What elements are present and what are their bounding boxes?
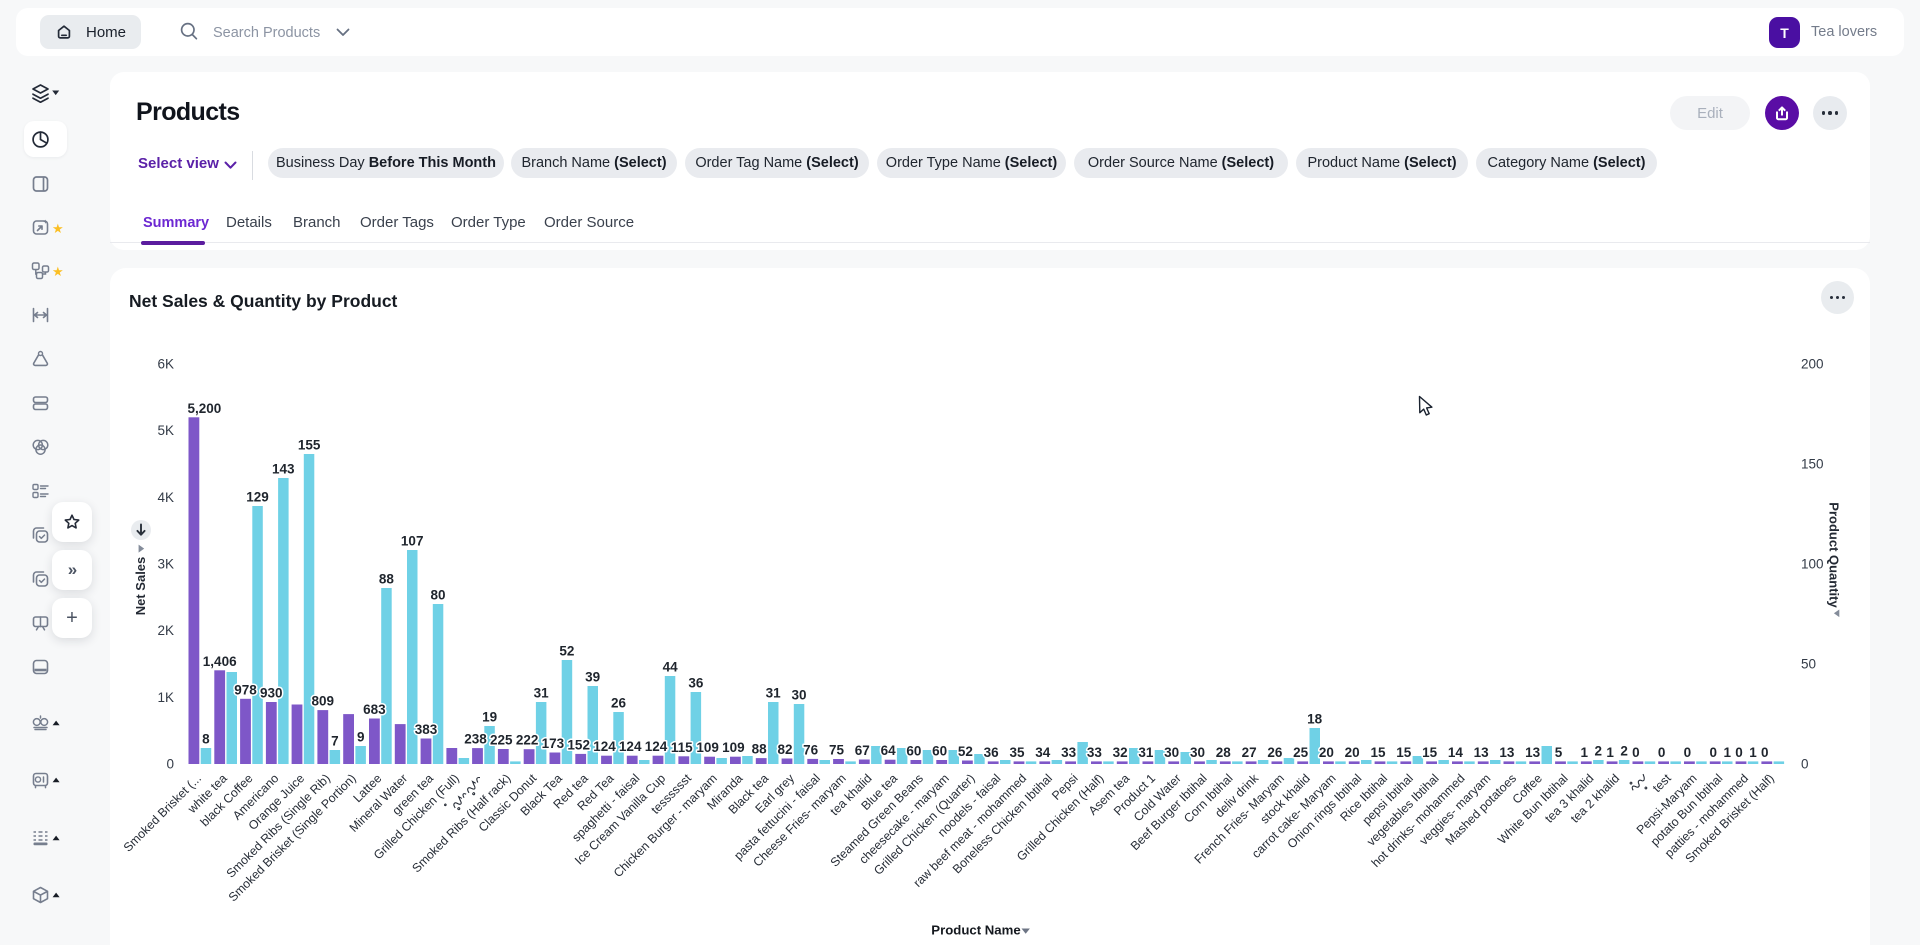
svg-text:36: 36 bbox=[984, 745, 1000, 760]
svg-text:35: 35 bbox=[1009, 745, 1025, 760]
svg-text:107: 107 bbox=[401, 534, 424, 549]
svg-text:155: 155 bbox=[298, 438, 321, 453]
svg-text:0: 0 bbox=[166, 757, 174, 772]
svg-text:2: 2 bbox=[1620, 744, 1628, 759]
svg-text:14: 14 bbox=[1448, 745, 1464, 760]
svg-text:15: 15 bbox=[1370, 745, 1386, 760]
svg-text:143: 143 bbox=[272, 462, 295, 477]
svg-text:1: 1 bbox=[1606, 745, 1614, 760]
svg-text:4K: 4K bbox=[157, 490, 174, 505]
svg-text:5K: 5K bbox=[157, 423, 174, 438]
svg-text:31: 31 bbox=[1138, 745, 1154, 760]
svg-text:9: 9 bbox=[357, 730, 365, 745]
svg-text:32: 32 bbox=[1113, 745, 1128, 760]
svg-text:124: 124 bbox=[645, 739, 668, 754]
svg-text:26: 26 bbox=[611, 696, 627, 711]
svg-text:20: 20 bbox=[1345, 745, 1360, 760]
svg-text:28: 28 bbox=[1216, 745, 1232, 760]
svg-text:930: 930 bbox=[260, 686, 283, 701]
svg-text:7: 7 bbox=[331, 734, 339, 749]
svg-text:0: 0 bbox=[1709, 745, 1717, 760]
svg-text:52: 52 bbox=[559, 644, 574, 659]
svg-text:152: 152 bbox=[567, 737, 590, 752]
svg-text:2: 2 bbox=[1595, 744, 1603, 759]
svg-text:31: 31 bbox=[534, 686, 550, 701]
svg-text:76: 76 bbox=[803, 742, 819, 757]
svg-text:5: 5 bbox=[1555, 745, 1563, 760]
svg-text:27: 27 bbox=[1242, 745, 1257, 760]
svg-text:88: 88 bbox=[379, 572, 395, 587]
svg-text:60: 60 bbox=[906, 744, 921, 759]
svg-text:8: 8 bbox=[202, 732, 210, 747]
svg-text:Product Name: Product Name bbox=[931, 923, 1020, 938]
svg-text:129: 129 bbox=[246, 490, 269, 505]
svg-text:15: 15 bbox=[1422, 745, 1438, 760]
svg-text:52: 52 bbox=[958, 744, 973, 759]
svg-text:109: 109 bbox=[722, 740, 745, 755]
svg-text:60: 60 bbox=[932, 744, 947, 759]
svg-text:0: 0 bbox=[1801, 757, 1809, 772]
svg-text:36: 36 bbox=[688, 676, 704, 691]
svg-text:124: 124 bbox=[593, 739, 616, 754]
svg-text:13: 13 bbox=[1474, 745, 1490, 760]
svg-text:809: 809 bbox=[312, 694, 335, 709]
svg-text:15: 15 bbox=[1396, 745, 1412, 760]
svg-text:0: 0 bbox=[1761, 745, 1769, 760]
svg-text:1,406: 1,406 bbox=[203, 654, 237, 669]
svg-text:30: 30 bbox=[1190, 745, 1205, 760]
svg-text:30: 30 bbox=[791, 688, 806, 703]
svg-text:683: 683 bbox=[363, 702, 386, 717]
svg-text:1: 1 bbox=[1581, 745, 1589, 760]
svg-text:3K: 3K bbox=[157, 557, 174, 572]
svg-text:80: 80 bbox=[430, 588, 445, 603]
svg-text:33: 33 bbox=[1061, 745, 1077, 760]
svg-text:1K: 1K bbox=[157, 690, 174, 705]
svg-text:150: 150 bbox=[1801, 457, 1824, 472]
svg-text:0: 0 bbox=[1684, 745, 1692, 760]
svg-text:64: 64 bbox=[881, 743, 897, 758]
svg-text:18: 18 bbox=[1307, 712, 1323, 727]
svg-text:0: 0 bbox=[1632, 745, 1640, 760]
svg-text:0: 0 bbox=[1658, 745, 1666, 760]
svg-text:39: 39 bbox=[585, 670, 600, 685]
svg-text:200: 200 bbox=[1801, 357, 1824, 372]
svg-text:6K: 6K bbox=[157, 357, 174, 372]
svg-text:238: 238 bbox=[464, 732, 487, 747]
svg-text:31: 31 bbox=[766, 686, 782, 701]
svg-text:19: 19 bbox=[482, 710, 497, 725]
svg-text:383: 383 bbox=[415, 722, 438, 737]
svg-text:Net Sales: Net Sales bbox=[133, 557, 148, 616]
svg-text:225: 225 bbox=[490, 733, 513, 748]
svg-text:173: 173 bbox=[542, 736, 565, 751]
svg-text:44: 44 bbox=[663, 660, 679, 675]
svg-text:1: 1 bbox=[1724, 745, 1732, 760]
svg-text:978: 978 bbox=[234, 682, 257, 697]
svg-text:13: 13 bbox=[1499, 745, 1515, 760]
svg-text:5,200: 5,200 bbox=[188, 401, 222, 416]
svg-text:82: 82 bbox=[777, 742, 792, 757]
svg-text:124: 124 bbox=[619, 739, 642, 754]
svg-text:2K: 2K bbox=[157, 623, 174, 638]
svg-text:13: 13 bbox=[1525, 745, 1541, 760]
svg-text:109: 109 bbox=[696, 740, 719, 755]
svg-text:Product Quantity: Product Quantity bbox=[1827, 502, 1842, 608]
svg-text:0: 0 bbox=[1735, 745, 1743, 760]
svg-text:30: 30 bbox=[1164, 745, 1179, 760]
svg-text:100: 100 bbox=[1801, 557, 1824, 572]
svg-text:1: 1 bbox=[1749, 745, 1757, 760]
svg-text:20: 20 bbox=[1319, 745, 1334, 760]
svg-text:25: 25 bbox=[1293, 745, 1309, 760]
svg-text:222: 222 bbox=[516, 733, 539, 748]
svg-text:115: 115 bbox=[671, 740, 693, 755]
svg-text:88: 88 bbox=[752, 742, 768, 757]
svg-text:34: 34 bbox=[1035, 745, 1051, 760]
svg-text:50: 50 bbox=[1801, 657, 1816, 672]
svg-text:26: 26 bbox=[1267, 745, 1283, 760]
svg-text:67: 67 bbox=[855, 743, 870, 758]
svg-text:33: 33 bbox=[1087, 745, 1103, 760]
svg-text:75: 75 bbox=[829, 743, 845, 758]
